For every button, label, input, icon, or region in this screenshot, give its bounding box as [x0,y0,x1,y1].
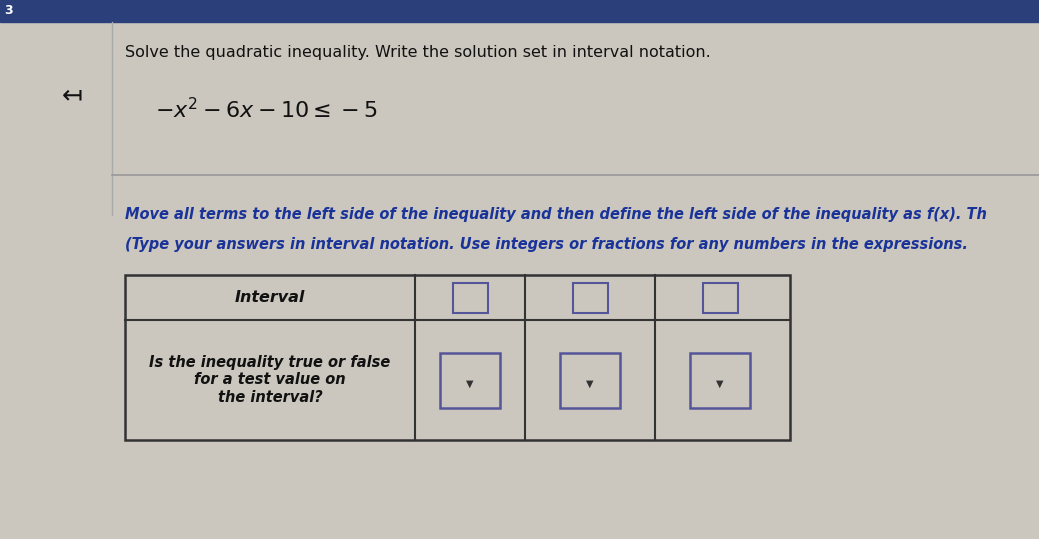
Text: 3: 3 [4,4,12,17]
Text: $-x^2 - 6x - 10 \leq -5$: $-x^2 - 6x - 10 \leq -5$ [155,98,377,122]
Text: ↤: ↤ [61,83,82,107]
Text: (Type your answers in interval notation. Use integers or fractions for any numbe: (Type your answers in interval notation.… [125,238,968,252]
Bar [690,353,750,407]
Bar [439,353,500,407]
Text: ▼: ▼ [467,379,474,389]
Text: Interval: Interval [235,290,305,305]
Text: Is the inequality true or false
for a test value on
the interval?: Is the inequality true or false for a te… [150,355,391,405]
Bar [0,0,1039,22]
Text: Move all terms to the left side of the inequality and then define the left side : Move all terms to the left side of the i… [125,208,987,223]
Bar [125,275,790,440]
Bar [572,282,608,313]
Bar [560,353,620,407]
Text: Solve the quadratic inequality. Write the solution set in interval notation.: Solve the quadratic inequality. Write th… [125,45,711,59]
Bar [702,282,738,313]
Bar [453,282,487,313]
Text: ▼: ▼ [586,379,593,389]
Text: ▼: ▼ [716,379,724,389]
